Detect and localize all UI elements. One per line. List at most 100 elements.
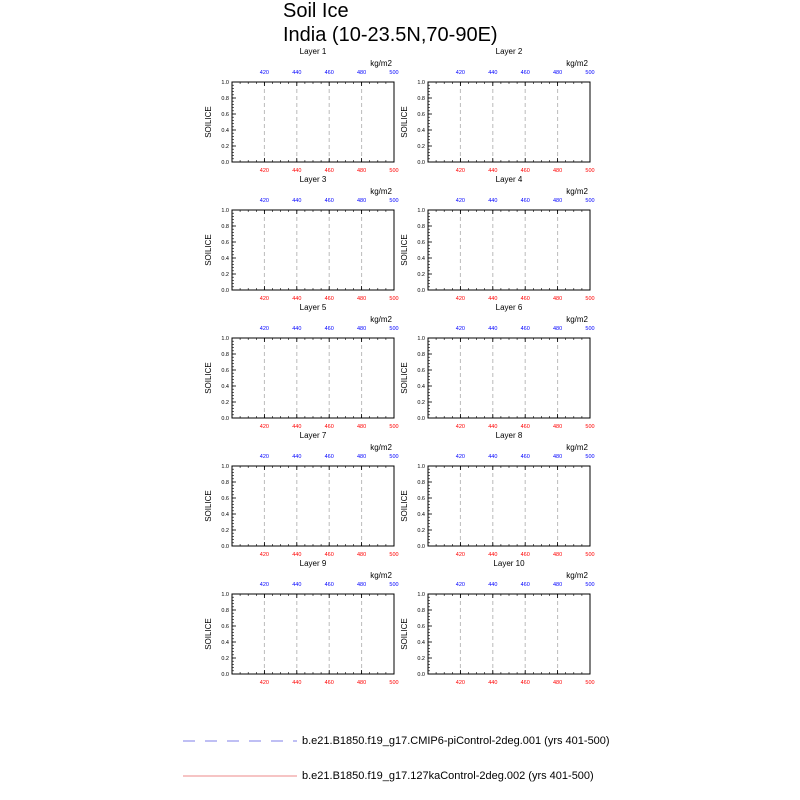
x-tick-label-top: 440: [292, 326, 301, 332]
x-tick-label-bottom: 440: [488, 680, 497, 686]
y-tick-label: 0.4: [221, 640, 229, 646]
x-tick-label-top: 500: [389, 326, 398, 332]
panel-frame: [427, 81, 591, 163]
x-tick-label-bottom: 420: [260, 296, 269, 302]
panel-frame: [231, 337, 395, 419]
y-axis-label: SOILICE: [400, 106, 409, 138]
x-tick-label-top: 460: [521, 326, 530, 332]
x-tick-label-top: 460: [325, 582, 334, 588]
units-label: kg/m2: [566, 443, 588, 452]
x-tick-label-bottom: 420: [456, 168, 465, 174]
x-tick-label-top: 500: [389, 454, 398, 460]
x-tick-label-top: 440: [292, 582, 301, 588]
y-tick-label: 1.0: [417, 464, 425, 470]
y-tick-label: 0.6: [417, 240, 425, 246]
y-tick-label: 0.4: [221, 256, 229, 262]
y-tick-label: 0.8: [221, 608, 229, 614]
units-label: kg/m2: [370, 315, 392, 324]
panel-10: 0.0 0.2 0.4 0.6 0.8 1.0 420 420 440 440 460 460 480 4…: [400, 559, 595, 686]
y-axis-label: SOILICE: [204, 362, 213, 394]
x-tick-label-bottom: 460: [325, 552, 334, 558]
panel-frame: [427, 209, 591, 291]
y-tick-label: 0.4: [417, 128, 425, 134]
y-tick-label: 0.8: [417, 96, 425, 102]
panel-title: Layer 6: [496, 303, 523, 312]
x-tick-label-bottom: 480: [553, 296, 562, 302]
x-tick-label-top: 480: [553, 326, 562, 332]
panel-frame: [231, 465, 395, 547]
x-tick-label-bottom: 500: [389, 296, 398, 302]
x-tick-label-bottom: 500: [389, 168, 398, 174]
x-tick-label-bottom: 460: [325, 424, 334, 430]
y-tick-label: 0.4: [221, 128, 229, 134]
x-tick-label-top: 420: [260, 326, 269, 332]
x-tick-label-bottom: 420: [456, 680, 465, 686]
x-tick-label-bottom: 440: [488, 424, 497, 430]
x-tick-label-top: 440: [292, 198, 301, 204]
x-tick-label-top: 440: [488, 582, 497, 588]
x-tick-label-bottom: 440: [292, 168, 301, 174]
y-tick-label: 0.4: [417, 640, 425, 646]
y-tick-label: 0.2: [221, 528, 229, 534]
y-tick-label: 0.2: [417, 400, 425, 406]
x-tick-label-top: 480: [357, 582, 366, 588]
x-tick-label-top: 480: [553, 198, 562, 204]
y-tick-label: 1.0: [221, 80, 229, 86]
y-tick-label: 0.6: [417, 112, 425, 118]
x-tick-label-bottom: 480: [357, 168, 366, 174]
y-tick-label: 0.6: [221, 112, 229, 118]
y-tick-label: 0.8: [417, 608, 425, 614]
y-axis-label: SOILICE: [400, 618, 409, 650]
x-tick-label-bottom: 420: [260, 424, 269, 430]
chart-title-line-2: India (10-23.5N,70-90E): [283, 24, 498, 46]
x-tick-label-top: 460: [521, 454, 530, 460]
y-tick-label: 0.8: [221, 224, 229, 230]
x-tick-label-bottom: 420: [260, 680, 269, 686]
y-tick-label: 1.0: [417, 80, 425, 86]
x-tick-label-top: 500: [389, 198, 398, 204]
y-tick-label: 0.0: [417, 544, 425, 550]
y-tick-label: 0.4: [417, 256, 425, 262]
x-tick-label-top: 480: [357, 326, 366, 332]
y-tick-label: 0.4: [221, 384, 229, 390]
x-tick-label-top: 460: [521, 198, 530, 204]
x-tick-label-bottom: 500: [585, 552, 594, 558]
y-tick-label: 0.2: [417, 272, 425, 278]
legend-label-series-2: b.e21.B1850.f19_g17.127kaControl-2deg.00…: [302, 770, 594, 782]
x-tick-label-top: 420: [456, 582, 465, 588]
x-tick-label-bottom: 480: [357, 552, 366, 558]
units-label: kg/m2: [566, 315, 588, 324]
x-tick-label-top: 480: [357, 198, 366, 204]
panel-2: 0.0 0.2 0.4 0.6 0.8 1.0 420 420 440 440 460 460 480 4…: [400, 47, 595, 174]
y-tick-label: 1.0: [221, 592, 229, 598]
x-tick-label-bottom: 500: [389, 680, 398, 686]
y-tick-label: 0.0: [221, 416, 229, 422]
x-tick-label-bottom: 500: [585, 424, 594, 430]
x-tick-label-bottom: 440: [292, 552, 301, 558]
y-tick-label: 0.0: [417, 416, 425, 422]
chart-title-line-1: Soil Ice: [283, 0, 349, 22]
x-tick-label-top: 420: [456, 454, 465, 460]
panel-title: Layer 1: [300, 47, 327, 56]
panel-frame: [231, 593, 395, 675]
panel-frame: [427, 337, 591, 419]
x-tick-label-top: 460: [325, 70, 334, 76]
panel-title: Layer 10: [493, 559, 525, 568]
units-label: kg/m2: [566, 187, 588, 196]
panel-8: 0.0 0.2 0.4 0.6 0.8 1.0 420 420 440 440 460 460 480 4…: [400, 431, 595, 558]
panel-title: Layer 9: [300, 559, 327, 568]
y-axis-label: SOILICE: [400, 490, 409, 522]
y-tick-label: 0.0: [221, 288, 229, 294]
y-tick-label: 0.6: [417, 624, 425, 630]
x-tick-label-top: 420: [260, 70, 269, 76]
y-tick-label: 0.2: [221, 272, 229, 278]
legend-swatches: [183, 740, 297, 777]
y-tick-label: 0.6: [417, 368, 425, 374]
x-tick-label-top: 440: [292, 70, 301, 76]
y-tick-label: 1.0: [221, 336, 229, 342]
y-axis-label: SOILICE: [204, 490, 213, 522]
units-label: kg/m2: [566, 571, 588, 580]
panel-title: Layer 5: [300, 303, 327, 312]
y-axis-label: SOILICE: [400, 362, 409, 394]
